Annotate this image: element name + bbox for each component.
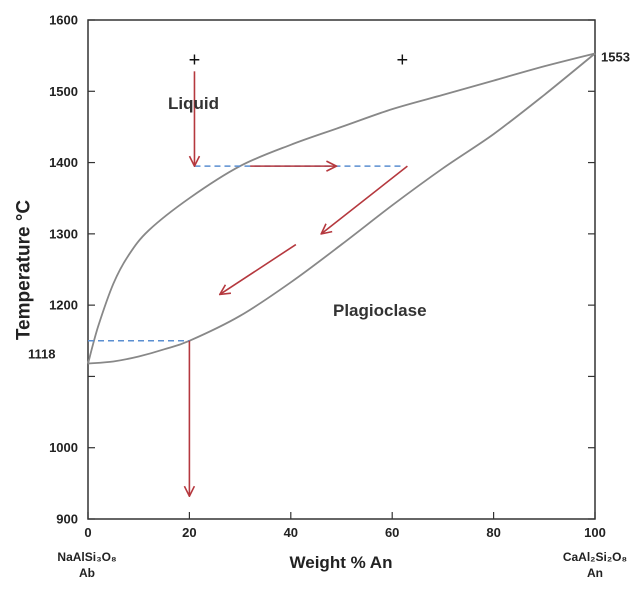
left-endmember-abbr: Ab bbox=[79, 566, 95, 580]
liquidus-curve bbox=[87, 52, 596, 364]
right-melting-point-label: 1553 bbox=[601, 50, 630, 65]
y-tick-label: 1400 bbox=[49, 155, 78, 170]
solidus-curve bbox=[87, 52, 596, 365]
y-axis-ticks: 900 1000 1200 1300 1400 1500 1600 bbox=[49, 13, 595, 527]
y-tick-label: 1200 bbox=[49, 298, 78, 313]
arrow-solid-path-1 bbox=[321, 165, 408, 234]
x-tick-label: 0 bbox=[84, 525, 91, 540]
x-tick-label: 60 bbox=[385, 525, 399, 540]
x-tick-label: 80 bbox=[486, 525, 500, 540]
liquid-region-label: Liquid bbox=[168, 94, 219, 113]
right-endmember-abbr: An bbox=[587, 566, 603, 580]
plagioclase-region-label: Plagioclase bbox=[333, 301, 427, 320]
left-endmember-formula: NaAlSi₃O₈ bbox=[57, 550, 116, 564]
left-melting-point-label: 1118 bbox=[28, 347, 56, 362]
right-endmember-formula: CaAl₂Si₂O₈ bbox=[563, 550, 627, 564]
x-axis-title: Weight % An bbox=[290, 553, 393, 572]
plus-marker: + bbox=[396, 50, 408, 72]
y-tick-label: 900 bbox=[56, 512, 78, 527]
x-tick-label: 40 bbox=[284, 525, 298, 540]
y-tick-label: 1000 bbox=[49, 440, 78, 455]
y-tick-label: 1600 bbox=[49, 13, 78, 28]
x-tick-label: 20 bbox=[182, 525, 196, 540]
y-axis-title: Temperature °C bbox=[14, 200, 35, 341]
plot-frame bbox=[87, 19, 596, 520]
y-tick-label: 1500 bbox=[49, 84, 78, 99]
arrow-solid-path-2 bbox=[220, 243, 297, 295]
y-tick-label: 1300 bbox=[49, 226, 78, 241]
plus-marker: + bbox=[189, 50, 201, 72]
x-axis-ticks: 0 20 40 60 80 100 bbox=[84, 512, 606, 540]
x-tick-label: 100 bbox=[584, 525, 606, 540]
